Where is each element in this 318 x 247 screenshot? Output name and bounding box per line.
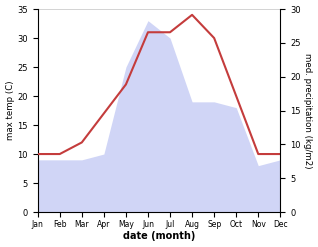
Y-axis label: max temp (C): max temp (C) (5, 81, 15, 140)
Y-axis label: med. precipitation (kg/m2): med. precipitation (kg/m2) (303, 53, 313, 168)
X-axis label: date (month): date (month) (123, 231, 195, 242)
